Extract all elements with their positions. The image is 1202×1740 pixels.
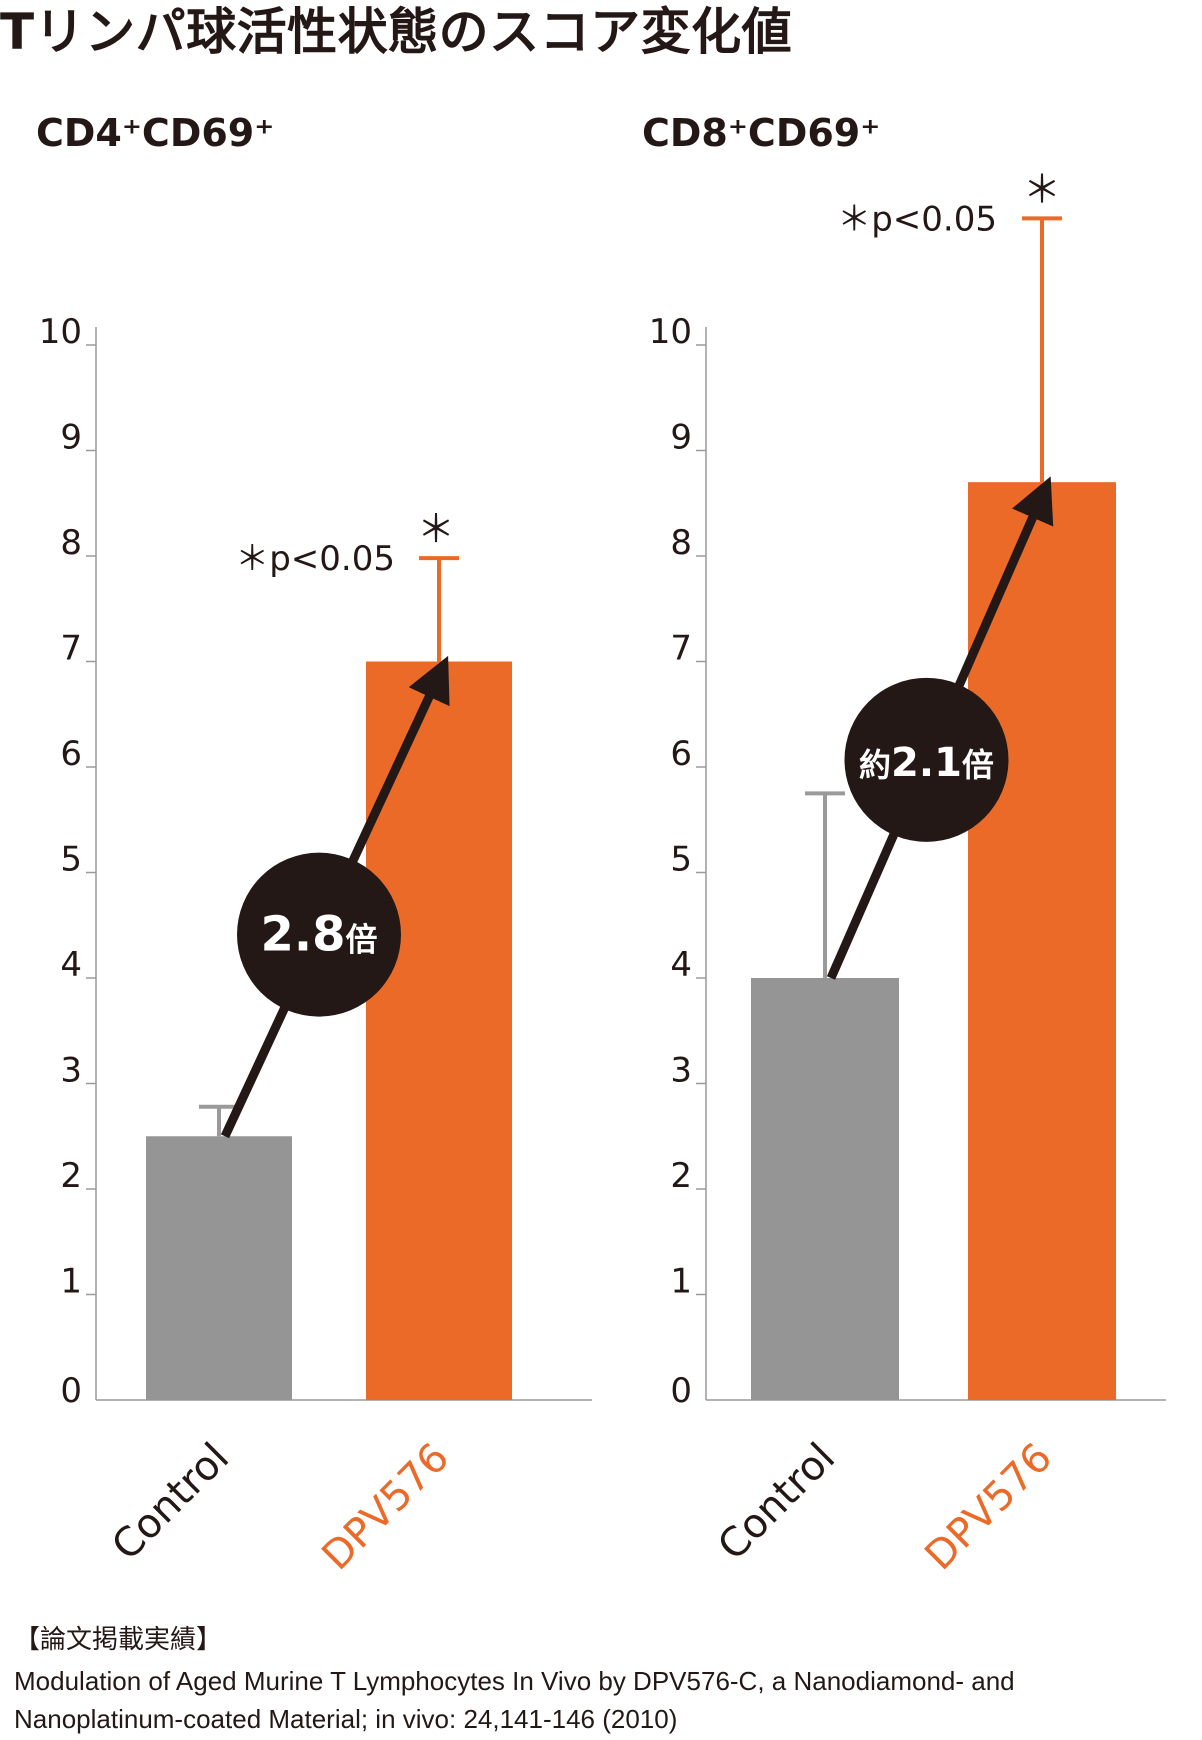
fold-change-badge (237, 852, 401, 1017)
category-label-control: Control (103, 1435, 238, 1570)
y-tick-label: 9 (670, 418, 692, 458)
y-tick-label: 5 (670, 840, 692, 880)
y-tick-label: 6 (670, 734, 692, 774)
category-label-dpv576: DPV576 (916, 1435, 1061, 1580)
y-tick-label: 4 (60, 945, 82, 985)
bar-control (751, 978, 899, 1400)
y-tick-label: 8 (670, 523, 692, 563)
fold-change-label: 2.8倍 (260, 907, 377, 963)
y-tick-label: 10 (39, 312, 82, 352)
significance-mark: ＊ (417, 507, 455, 551)
y-tick-label: 9 (60, 418, 82, 458)
significance-note: ＊p<0.05 (235, 539, 395, 579)
fold-change-label: 約2.1倍 (859, 740, 994, 786)
y-tick-label: 1 (670, 1262, 692, 1302)
bar-dpv576 (968, 482, 1116, 1400)
panel-title: CD4⁺CD69⁺ (36, 111, 274, 155)
fold-change-badge (844, 677, 1009, 842)
y-tick-label: 8 (60, 523, 82, 563)
y-tick-label: 3 (670, 1051, 692, 1091)
reference-citation-line-1: Modulation of Aged Murine T Lymphocytes … (14, 1666, 1015, 1696)
page-title: Tリンパ球活性状態のスコア変化値 (0, 3, 793, 61)
significance-mark: ＊ (1023, 167, 1061, 211)
y-tick-label: 2 (60, 1156, 82, 1196)
y-tick-label: 0 (670, 1371, 692, 1411)
bar-control (146, 1136, 292, 1400)
y-tick-label: 0 (60, 1371, 82, 1411)
y-tick-label: 5 (60, 840, 82, 880)
y-tick-label: 6 (60, 734, 82, 774)
reference-heading: 【論文掲載実績】 (14, 1624, 223, 1654)
y-tick-label: 7 (60, 629, 82, 669)
category-label-control: Control (709, 1435, 844, 1570)
y-tick-label: 2 (670, 1156, 692, 1196)
category-label-dpv576: DPV576 (313, 1435, 458, 1580)
bar-dpv576 (366, 661, 512, 1400)
y-tick-label: 10 (649, 312, 692, 352)
y-tick-label: 1 (60, 1262, 82, 1302)
y-tick-label: 4 (670, 945, 692, 985)
y-tick-label: 7 (670, 629, 692, 669)
significance-note: ＊p<0.05 (837, 199, 997, 239)
y-tick-label: 3 (60, 1051, 82, 1091)
panel-title: CD8⁺CD69⁺ (642, 111, 880, 155)
reference-citation-line-2: Nanoplatinum-coated Material; in vivo: 2… (14, 1704, 678, 1734)
